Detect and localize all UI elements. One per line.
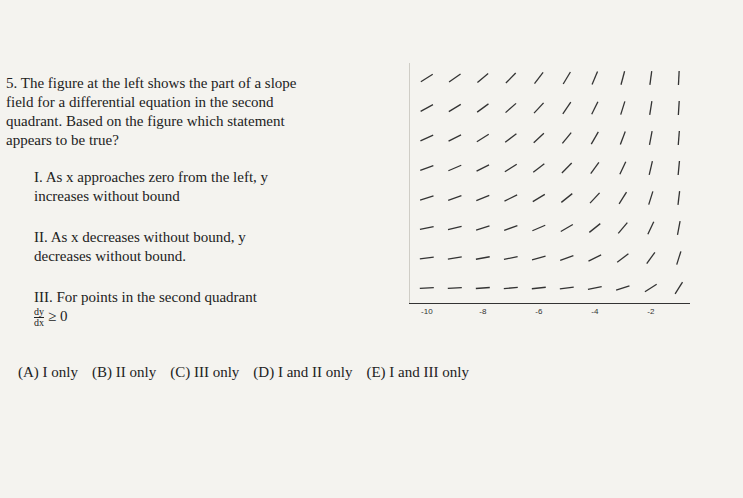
html-text:(C) III only: (C) III only [170,364,240,380]
svg-text:-4: -4 [591,307,599,316]
svg-text:-2: -2 [647,307,655,316]
html-text:III. For points in the second: III. For points in the second quadrant [34,289,257,305]
html-text:5. The figure at the left show: 5. The figure at the left shows the part… [6,75,297,91]
html-text:dx ≥ 0: dx ≥ 0 [34,308,68,329]
html-text:decreases without bound.: decreases without bound. [34,248,186,264]
html-text:increases without bound: increases without bound [34,188,180,204]
html-text:(B) II only: (B) II only [92,364,157,380]
html-text:dy: dy [34,306,44,318]
svg-text:-8: -8 [479,307,487,316]
svg-text:-6: -6 [535,307,543,316]
html-text:field for a differential equat: field for a differential equation in the… [6,94,274,110]
html-text:(E) I and III only: (E) I and III only [366,364,469,380]
html-text:I. As x approaches zero from t: I. As x approaches zero from the left, y [34,169,269,185]
html-text:appears to be true?: appears to be true? [6,132,119,148]
html-text:II. As x decreases without bou: II. As x decreases without bound, y [34,229,246,245]
html-text:(D) I and II only: (D) I and II only [253,364,353,380]
svg-text:-10: -10 [421,307,433,316]
html-text:(A) I only: (A) I only [18,364,78,380]
html-text:quadrant. Based on the figure: quadrant. Based on the figure which stat… [6,113,285,129]
